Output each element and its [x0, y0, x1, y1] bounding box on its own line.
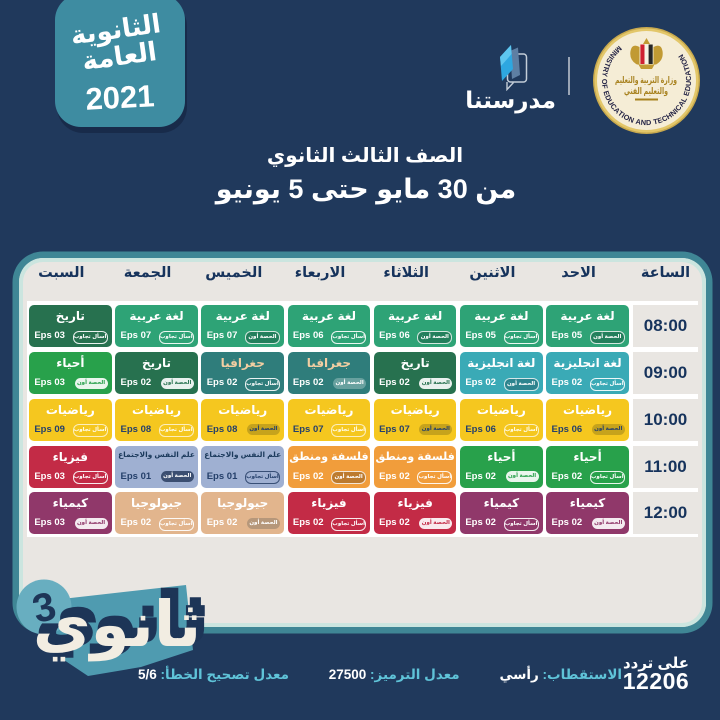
svg-text:T: T	[652, 117, 659, 127]
svg-text:D: D	[646, 118, 652, 127]
svg-text:L: L	[679, 95, 689, 104]
svg-text:D: D	[683, 85, 693, 92]
svg-text:I: I	[681, 63, 690, 68]
svg-text:C: C	[684, 75, 693, 81]
svg-text:ثانوي: ثانوي	[38, 583, 206, 655]
svg-text:U: U	[684, 81, 693, 87]
svg-text:I: I	[607, 55, 616, 62]
svg-text:N: N	[627, 115, 635, 125]
svg-text:I: I	[672, 107, 680, 115]
svg-text:T: T	[682, 65, 692, 72]
svg-text:T: T	[602, 61, 612, 69]
svg-text:H: H	[664, 111, 673, 121]
svg-text:I: I	[620, 111, 627, 120]
svg-text:F: F	[600, 84, 610, 90]
svg-text:C: C	[608, 102, 619, 112]
svg-text:S: S	[604, 57, 614, 66]
svg-text:R: R	[601, 66, 611, 74]
svg-text:Y: Y	[600, 71, 610, 77]
svg-text:O: O	[622, 112, 632, 123]
svg-text:والتعليم الفني: والتعليم الفني	[624, 86, 668, 97]
svg-text:A: A	[612, 105, 623, 116]
svg-text:D: D	[603, 94, 613, 103]
svg-text:E: E	[656, 115, 664, 125]
svg-text:N: N	[608, 50, 618, 60]
svg-text:E: E	[601, 89, 611, 96]
svg-text:E: E	[681, 90, 691, 98]
svg-text:A: A	[676, 98, 687, 108]
svg-text:M: M	[613, 44, 624, 55]
svg-text:T: T	[616, 109, 625, 119]
svg-text:U: U	[605, 98, 615, 107]
svg-text:C: C	[673, 102, 684, 112]
svg-text:C: C	[660, 113, 669, 124]
svg-text:N: N	[676, 53, 686, 62]
svg-text:ثانوي: ثانوي	[33, 590, 201, 662]
svg-text:I: I	[612, 48, 620, 56]
svg-text:O: O	[679, 57, 690, 66]
svg-text:O: O	[600, 79, 609, 85]
svg-text:A: A	[635, 117, 643, 127]
svg-text:A: A	[683, 69, 693, 76]
svg-text:N: N	[641, 118, 647, 127]
svg-text:N: N	[668, 108, 678, 118]
svg-text:وزارة التربية والتعليم: وزارة التربية والتعليم	[615, 75, 677, 86]
